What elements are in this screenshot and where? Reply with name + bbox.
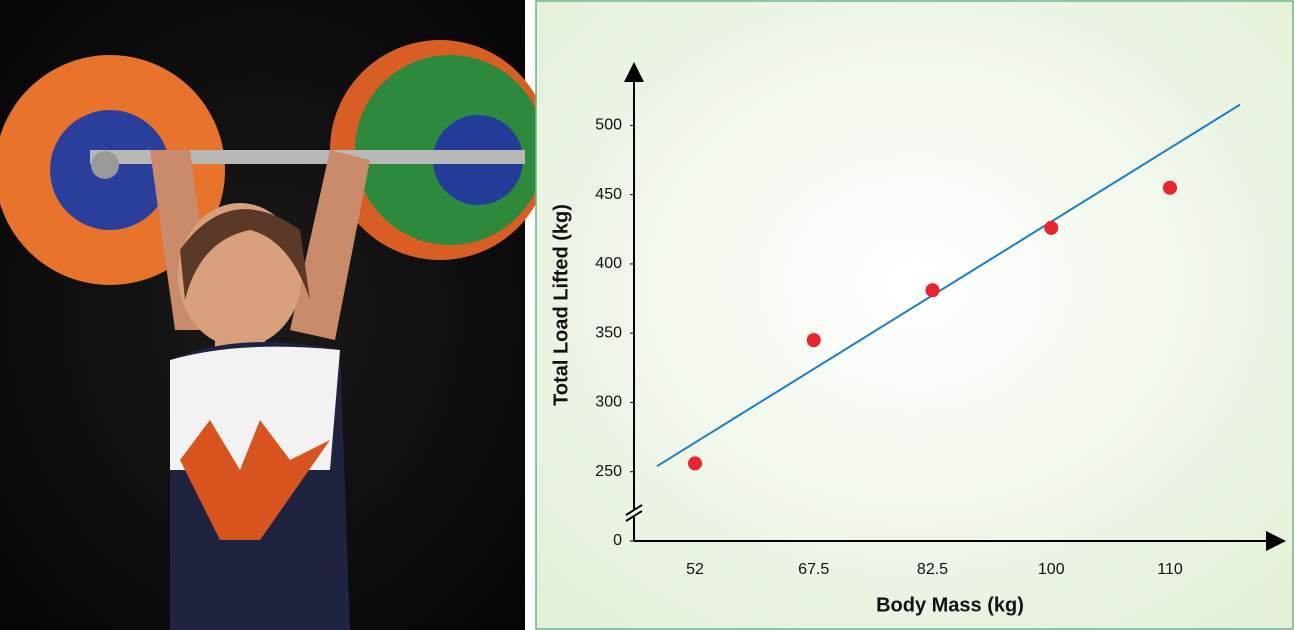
y-tick-label: 0: [613, 532, 622, 549]
x-tick-label: 52: [686, 561, 704, 578]
data-point: [688, 456, 702, 470]
page: {"chart_data": {"type": "scatter", "x_la…: [0, 0, 1294, 630]
y-tick-label: 300: [595, 394, 622, 411]
x-tick-label: 67.5: [798, 561, 829, 578]
y-axis-title: Total Load Lifted (kg): [550, 204, 572, 406]
data-point: [807, 333, 821, 347]
data-point: [926, 283, 940, 297]
y-tick-label: 400: [595, 255, 622, 272]
y-tick-label: 500: [595, 117, 622, 134]
figure: Body Mass (kg) Total Load Lifted (kg) 0 2…: [0, 0, 1294, 630]
y-tick-label: 450: [595, 186, 622, 203]
x-tick-label: 100: [1038, 561, 1065, 578]
data-point: [1044, 221, 1058, 235]
y-tick-label: 250: [595, 463, 622, 480]
x-tick-label: 110: [1157, 561, 1183, 578]
x-tick-label: 82.5: [917, 561, 948, 578]
photo: [0, 0, 550, 630]
x-axis-title: Body Mass (kg): [876, 594, 1024, 616]
data-point: [1163, 181, 1177, 195]
y-tick-label: 350: [595, 324, 622, 341]
chart-panel: [536, 1, 1293, 629]
